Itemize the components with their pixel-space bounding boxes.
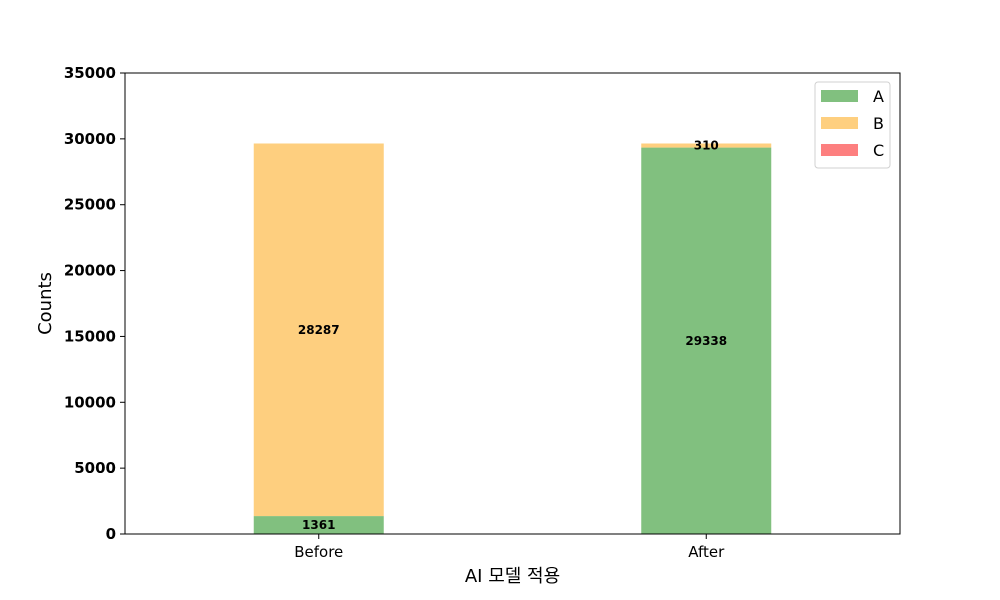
x-axis: Before After xyxy=(294,534,725,561)
legend-label-c: C xyxy=(873,141,884,160)
data-label-before-a: 1361 xyxy=(302,518,335,532)
y-tick-label: 30000 xyxy=(64,130,116,148)
data-labels-layer: 1361 28287 29338 310 xyxy=(298,139,727,533)
y-tick-label: 25000 xyxy=(64,196,116,214)
y-axis-title: Counts xyxy=(35,272,56,335)
y-tick-label: 15000 xyxy=(64,327,116,345)
bars-layer xyxy=(253,143,772,534)
y-axis: 0 5000 10000 15000 20000 25000 30000 35000 xyxy=(64,64,125,543)
x-tick-label-before: Before xyxy=(294,543,343,561)
legend-swatch-c xyxy=(821,144,858,156)
data-label-after-a: 29338 xyxy=(685,334,727,348)
y-tick-label: 35000 xyxy=(64,64,116,82)
legend-label-a: A xyxy=(873,87,884,106)
legend-swatch-a xyxy=(821,90,858,102)
y-tick-label: 20000 xyxy=(64,262,116,280)
legend-label-b: B xyxy=(873,114,884,133)
bar-before-a[interactable] xyxy=(253,516,384,534)
bar-before-b[interactable] xyxy=(253,143,384,517)
x-axis-title: AI 모델 적용 xyxy=(465,566,560,587)
x-tick-label-after: After xyxy=(688,543,725,561)
y-tick-label: 10000 xyxy=(64,393,116,411)
data-label-before-b: 28287 xyxy=(298,323,340,337)
bar-after-a[interactable] xyxy=(641,147,772,534)
y-tick-label: 0 xyxy=(106,525,116,543)
legend[interactable]: ABC xyxy=(814,81,891,169)
bar-after-b[interactable] xyxy=(641,143,772,148)
y-tick-label: 5000 xyxy=(74,459,116,477)
plot-area-frame xyxy=(124,72,901,535)
legend-swatch-b xyxy=(821,117,858,129)
data-label-after-b: 310 xyxy=(694,139,719,153)
